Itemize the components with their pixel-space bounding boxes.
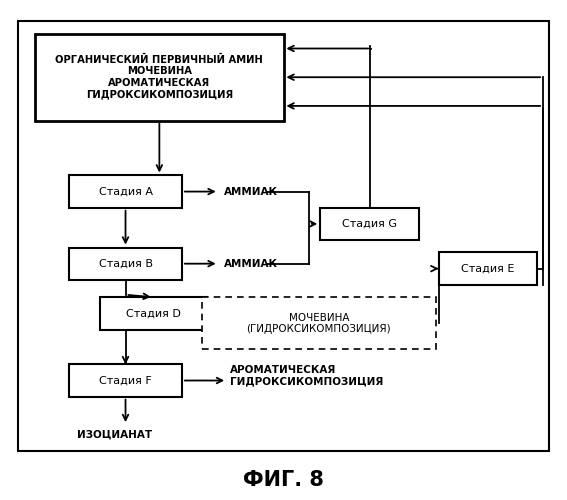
Text: Стадия F: Стадия F	[99, 376, 152, 386]
Bar	[100, 297, 208, 330]
Text: АРОМАТИЧЕСКАЯ
ГИДРОКСИКОМПОЗИЦИЯ: АРОМАТИЧЕСКАЯ ГИДРОКСИКОМПОЗИЦИЯ	[230, 364, 383, 386]
Text: Стадия B: Стадия B	[99, 258, 153, 268]
Text: ОРГАНИЧЕСКИЙ ПЕРВИЧНЫЙ АМИН
МОЧЕВИНА
АРОМАТИЧЕСКАЯ
ГИДРОКСИКОМПОЗИЦИЯ: ОРГАНИЧЕСКИЙ ПЕРВИЧНЫЙ АМИН МОЧЕВИНА АРО…	[56, 55, 263, 100]
Bar	[320, 208, 419, 240]
Text: Стадия E: Стадия E	[462, 264, 515, 274]
Text: Стадия D: Стадия D	[126, 308, 181, 318]
Text: АММИАК: АММИАК	[225, 258, 278, 268]
Bar	[35, 34, 284, 120]
Bar	[69, 364, 182, 396]
Bar	[18, 22, 549, 452]
Text: Стадия G: Стадия G	[342, 219, 397, 229]
Text: АММИАК: АММИАК	[225, 186, 278, 196]
Bar	[439, 252, 538, 285]
Text: Стадия A: Стадия A	[99, 186, 153, 196]
Bar	[202, 297, 436, 350]
Bar	[69, 176, 182, 208]
Text: МОЧЕВИНА
(ГИДРОКСИКОМПОЗИЦИЯ): МОЧЕВИНА (ГИДРОКСИКОМПОЗИЦИЯ)	[247, 312, 391, 334]
Text: ИЗОЦИАНАТ: ИЗОЦИАНАТ	[77, 430, 152, 440]
Bar	[69, 248, 182, 280]
Text: ФИГ. 8: ФИГ. 8	[243, 470, 324, 490]
